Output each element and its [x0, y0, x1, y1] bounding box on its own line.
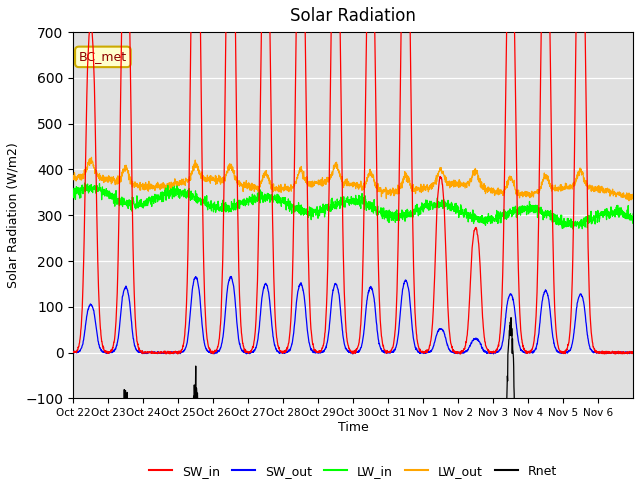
- Y-axis label: Solar Radiation (W/m2): Solar Radiation (W/m2): [7, 143, 20, 288]
- Title: Solar Radiation: Solar Radiation: [290, 7, 416, 25]
- X-axis label: Time: Time: [338, 421, 369, 434]
- Text: BC_met: BC_met: [79, 50, 127, 63]
- Legend: SW_in, SW_out, LW_in, LW_out, Rnet: SW_in, SW_out, LW_in, LW_out, Rnet: [145, 460, 562, 480]
